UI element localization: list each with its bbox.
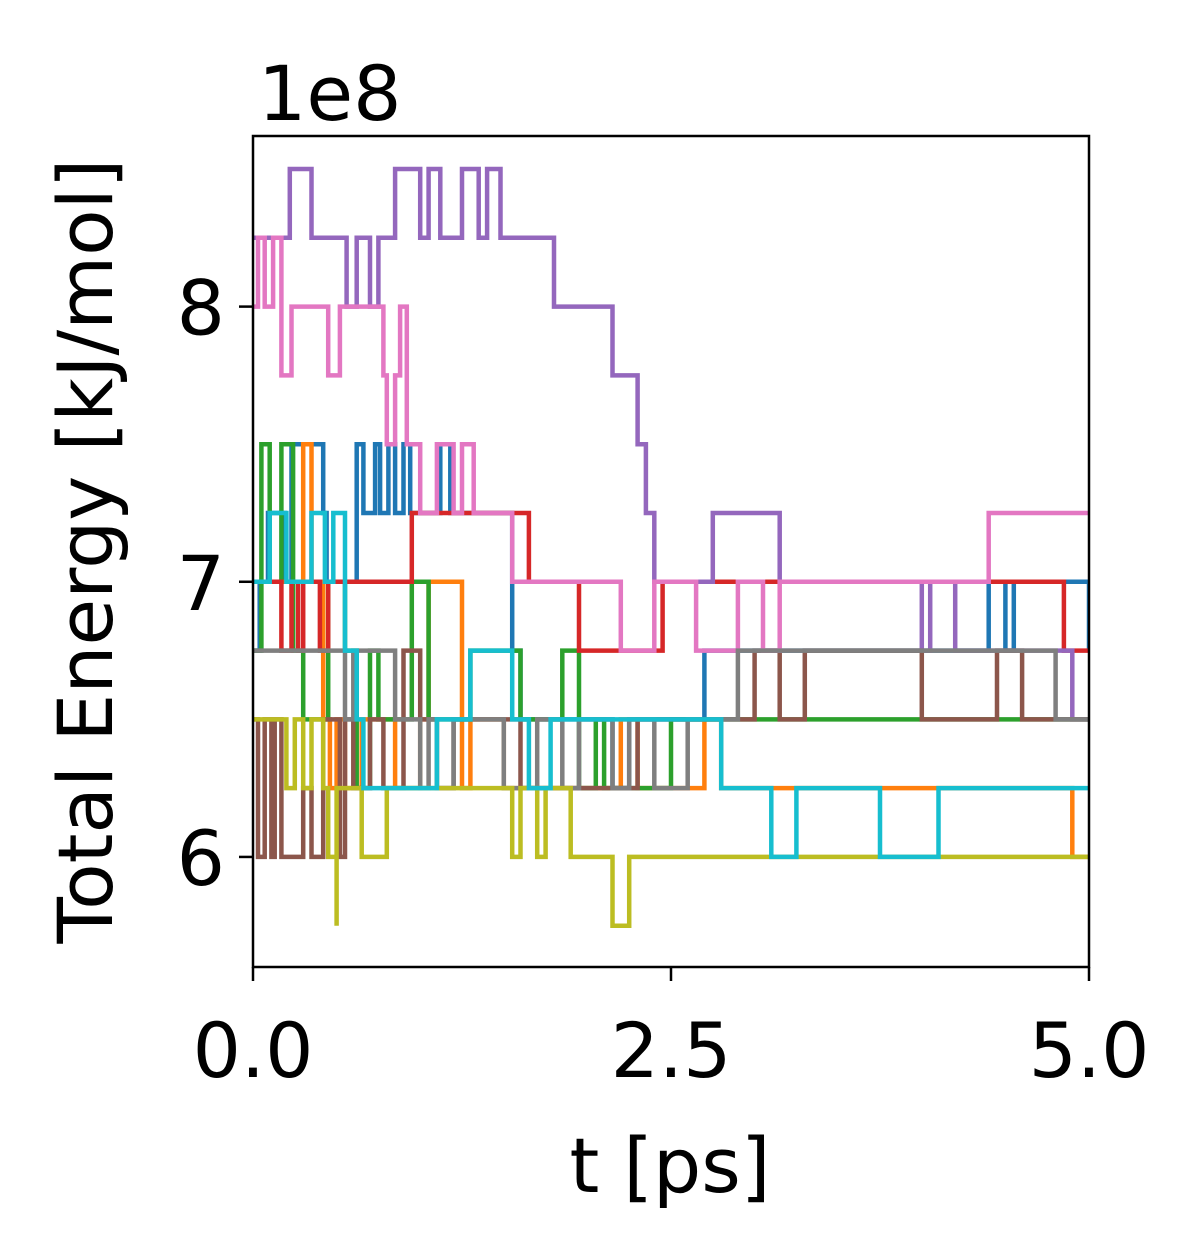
y-tick-label: 8 bbox=[177, 264, 225, 353]
y-tick-label: 6 bbox=[177, 814, 225, 903]
y-axis: 6 7 8 bbox=[177, 264, 253, 903]
x-tick-label: 2.5 bbox=[611, 1006, 732, 1095]
series-layer bbox=[253, 166, 1089, 928]
y-tick-label: 7 bbox=[177, 539, 225, 628]
series-line-7 bbox=[253, 235, 1089, 653]
x-axis: 0.0 2.5 5.0 bbox=[193, 967, 1150, 1095]
x-axis-label: t [ps] bbox=[569, 1121, 770, 1210]
x-tick-label: 0.0 bbox=[193, 1006, 314, 1095]
x-tick-label: 5.0 bbox=[1029, 1006, 1150, 1095]
y-offset-text: 1e8 bbox=[258, 49, 401, 138]
y-axis-label: Total Energy [kJ/mol] bbox=[41, 159, 130, 945]
series-line-10 bbox=[253, 510, 1089, 860]
